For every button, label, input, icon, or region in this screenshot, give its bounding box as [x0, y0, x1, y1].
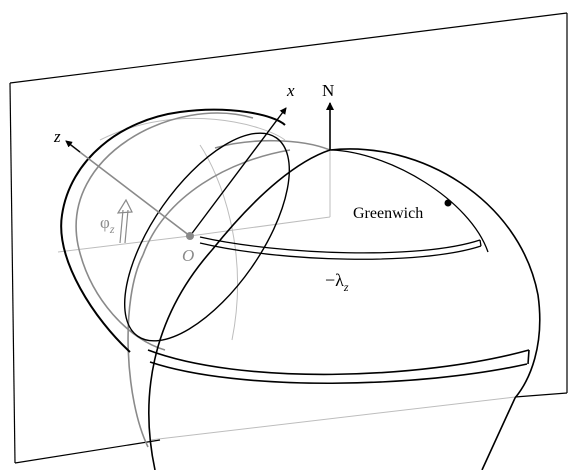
- lambda-arc: [199, 236, 482, 260]
- greenwich-meridian: [330, 149, 489, 253]
- x-axis-label: x: [286, 81, 295, 100]
- north-label: N: [322, 81, 334, 100]
- projection-plane: [9, 12, 568, 464]
- lambda-label: −λz: [325, 270, 349, 294]
- lambda-subscript: z: [343, 280, 349, 294]
- hidden-guides: [57, 117, 516, 441]
- phi-arc: [116, 198, 133, 244]
- z-axis-label: z: [53, 127, 61, 146]
- greenwich-label: Greenwich: [353, 205, 423, 222]
- z-axis-tip: [65, 140, 81, 153]
- greenwich-point: [444, 199, 452, 207]
- z-axis: [67, 142, 191, 237]
- globe: [147, 148, 541, 470]
- origin-label: O: [182, 246, 194, 265]
- phi-subscript: z: [109, 222, 115, 236]
- small-hemisphere: [60, 108, 291, 353]
- x-axis: [189, 107, 287, 237]
- origin-point: [186, 232, 194, 240]
- lambda-symbol: −λ: [325, 270, 344, 290]
- gray-arcs: [75, 112, 331, 448]
- phi-label: φz: [100, 213, 115, 236]
- phi-symbol: φ: [100, 213, 110, 232]
